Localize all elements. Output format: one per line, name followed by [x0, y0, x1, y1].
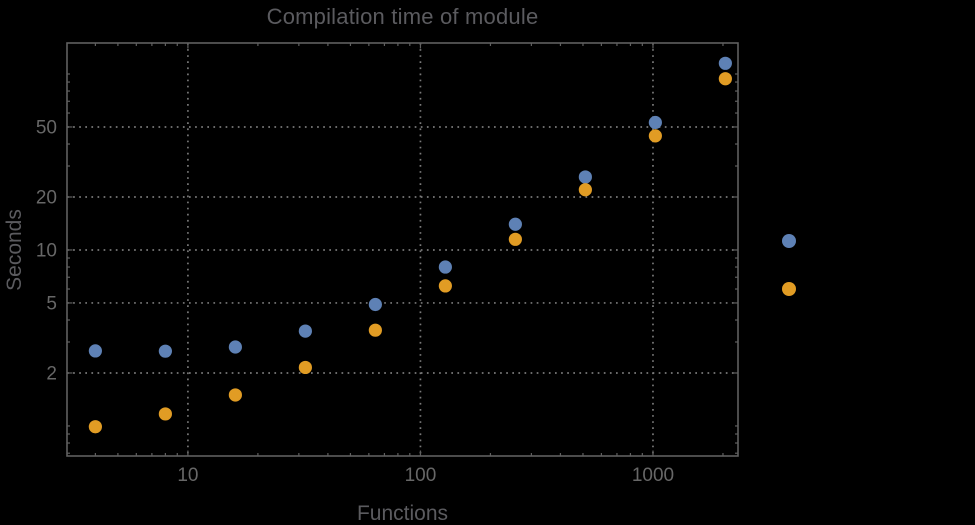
data-point-orange — [88, 420, 102, 434]
data-point-orange — [158, 407, 172, 421]
data-point-orange — [298, 360, 312, 375]
x-axis-label: Functions — [356, 502, 449, 525]
data-point-orange — [438, 279, 452, 293]
data-point-blue — [228, 340, 242, 354]
data-point-blue — [578, 170, 592, 184]
y-tick-label: 20 — [36, 187, 57, 208]
legend-marker-blue — [782, 234, 796, 248]
data-point-orange — [368, 323, 382, 337]
data-point-orange — [578, 183, 592, 197]
y-tick-label: 2 — [46, 363, 57, 384]
data-point-orange — [228, 388, 242, 402]
data-point-blue — [368, 297, 382, 312]
y-tick-label: 50 — [36, 117, 57, 138]
data-point-blue — [88, 344, 102, 358]
y-tick-label: 10 — [36, 240, 57, 261]
data-point-orange — [508, 232, 522, 246]
chart-title: Compilation time of module — [266, 4, 539, 29]
x-tick-label: 10 — [177, 465, 198, 486]
legend-marker-orange — [782, 282, 796, 296]
data-point-blue — [718, 56, 732, 70]
data-point-blue — [438, 260, 452, 274]
y-axis-label: Seconds — [3, 209, 26, 291]
plot-frame — [66, 42, 739, 457]
x-tick-label: 1000 — [632, 465, 674, 486]
data-point-blue — [158, 344, 172, 358]
data-point-orange — [718, 72, 732, 86]
data-point-blue — [508, 217, 522, 231]
y-tick-label: 5 — [46, 293, 57, 314]
x-tick-label: 100 — [405, 465, 437, 486]
data-point-orange — [648, 129, 662, 143]
data-point-blue — [648, 115, 662, 130]
data-point-blue — [298, 324, 312, 338]
